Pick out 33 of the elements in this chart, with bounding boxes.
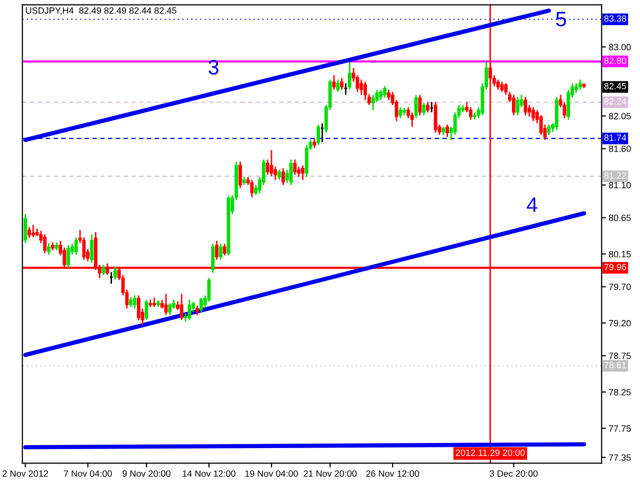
y-tick-label: 78.25 (609, 388, 631, 396)
y-tick-label: 83.00 (608, 44, 631, 50)
text: 82.45 (604, 82, 626, 90)
y-tick-label: 77.35 (609, 454, 631, 461)
ref-line-label: 79.96 (604, 264, 626, 270)
y-tick-label: 79.20 (609, 320, 631, 326)
chart-title: USDJPY,H4 82.49 82.49 82.44 82.45 (26, 7, 176, 15)
y-tick-label: 80.15 (608, 250, 631, 258)
ref-line-label: 81.74 (604, 134, 626, 141)
annotation: 4 (526, 198, 538, 212)
x-tick-label: 21 Nov 20:00 (304, 470, 357, 477)
ref-line-label: 81.22 (604, 172, 626, 179)
x-tick-label: 2012.11.29 20:00 (456, 450, 525, 456)
x-tick-label: 3 Dec 20:00 (490, 470, 538, 477)
ref-line-label: 83.38 (604, 15, 626, 22)
y-tick-label: 80.65 (608, 214, 631, 222)
y-tick-label: 81.60 (608, 146, 631, 152)
x-tick-label: 14 Nov 12:00 (182, 470, 236, 477)
y-tick-label: 77.75 (609, 425, 631, 432)
annotation: 5 (556, 12, 566, 26)
ref-line-label: 78.61 (604, 362, 626, 368)
ref-line-label: 82.24 (604, 98, 626, 105)
y-tick-label: 81.10 (608, 182, 631, 188)
x-tick-label: 7 Nov 04:00 (64, 470, 112, 477)
y-tick-label: 79.70 (609, 284, 631, 290)
x-tick-label: 2 Nov 2012 (2, 470, 48, 477)
x-tick-label: 26 Nov 12:00 (366, 470, 420, 477)
x-tick-label: 19 Nov 04:00 (245, 470, 298, 477)
ref-line-label: 82.80 (604, 57, 626, 64)
annotation: 3 (208, 60, 218, 75)
y-tick-label: 78.75 (609, 352, 631, 360)
x-tick-label: 9 Nov 20:00 (122, 470, 170, 477)
y-tick-label: 82.05 (608, 112, 631, 120)
